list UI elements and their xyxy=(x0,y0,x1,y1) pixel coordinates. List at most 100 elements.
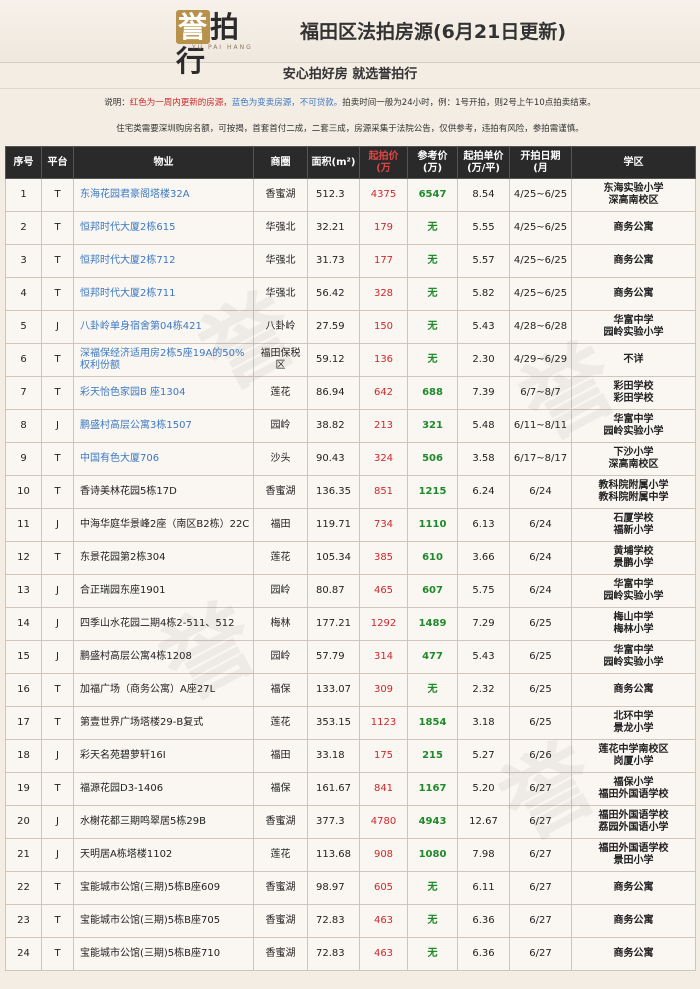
row-unit-price: 7.98 xyxy=(457,838,510,872)
row-platform: J xyxy=(41,310,74,344)
logo-subtext: YU PAI HANG xyxy=(192,44,253,51)
table-row: 24 T 宝能城市公馆(三期)5栋B座710 香蜜湖 72.83 463 无 6.36 6/27… xyxy=(5,937,696,971)
header-date: 开拍日期 (月 xyxy=(509,146,572,179)
row-date: 4/29~6/29 xyxy=(509,343,572,377)
row-start-price: 851 xyxy=(359,475,408,509)
row-district: 沙头 xyxy=(253,442,308,476)
row-area: 31.73 xyxy=(307,244,360,278)
school-name: 福田外国语学校 xyxy=(598,810,669,821)
header-unit-price: 起拍单价 (万/平) xyxy=(457,146,510,179)
table-row: 16 T 加福广场（商务公寓）A座27L 福保 133.07 309 无 2.32 6/25 商务… xyxy=(5,673,696,707)
row-start-price: 309 xyxy=(359,673,408,707)
row-date: 6/17~8/17 xyxy=(509,442,572,476)
row-unit-price: 6.13 xyxy=(457,508,510,542)
row-district: 香蜜湖 xyxy=(253,871,308,905)
row-unit-price: 5.57 xyxy=(457,244,510,278)
row-ref-price: 1080 xyxy=(407,838,458,872)
row-date: 6/25 xyxy=(509,640,572,674)
row-school: 北环中学 景龙小学 xyxy=(571,706,696,740)
row-ref-price: 1489 xyxy=(407,607,458,641)
school-name: 景田小学 xyxy=(613,855,654,866)
school-name: 福田外国语学校 xyxy=(598,843,669,854)
row-school: 商务公寓 xyxy=(571,211,696,245)
row-no: 11 xyxy=(5,508,42,542)
row-no: 5 xyxy=(5,310,42,344)
row-no: 22 xyxy=(5,871,42,905)
school-name: 彩田学校 xyxy=(613,393,654,404)
note-line-2: 住宅类需要深圳购房名额，可按揭，首套首付二成，二套三成，房源采集于法院公告，仅供… xyxy=(116,124,584,134)
school-name: 商务公寓 xyxy=(613,882,654,893)
row-platform: T xyxy=(41,706,74,740)
row-platform: J xyxy=(41,409,74,443)
row-no: 7 xyxy=(5,376,42,410)
row-date: 4/25~6/25 xyxy=(509,211,572,245)
row-ref-price: 1215 xyxy=(407,475,458,509)
school-name: 园岭实验小学 xyxy=(603,327,664,338)
row-property: 四季山水花园二期4栋2-511、512 xyxy=(73,607,254,641)
row-date: 6/24 xyxy=(509,541,572,575)
row-unit-price: 5.48 xyxy=(457,409,510,443)
school-name: 不详 xyxy=(623,354,644,365)
row-property: 宝能城市公馆(三期)5栋B座609 xyxy=(73,871,254,905)
row-start-price: 175 xyxy=(359,739,408,773)
listing-table: 序号 平台 物业 商圈 面积(m²) 起拍价 (万 参考价 (万) 起拍单价 (万/平… xyxy=(5,146,696,971)
school-name: 彩田学校 xyxy=(613,381,654,392)
row-unit-price: 12.67 xyxy=(457,805,510,839)
school-name: 深高南校区 xyxy=(608,195,659,206)
row-platform: T xyxy=(41,904,74,938)
table-row: 4 T 恒邦时代大厦2栋711 华强北 56.42 328 无 5.82 4/25~6/25 商务… xyxy=(5,277,696,311)
row-school: 教科院附属小学 教科院附属中学 xyxy=(571,475,696,509)
row-property: 恒邦时代大厦2栋711 xyxy=(73,277,254,311)
row-platform: J xyxy=(41,805,74,839)
row-ref-price: 6547 xyxy=(407,178,458,212)
row-platform: J xyxy=(41,640,74,674)
row-unit-price: 3.66 xyxy=(457,541,510,575)
row-district: 香蜜湖 xyxy=(253,805,308,839)
row-property: 福源花园D3-1406 xyxy=(73,772,254,806)
row-property: 中海华庭华景峰2座（南区B2栋）22C xyxy=(73,508,254,542)
row-school: 下沙小学 深高南校区 xyxy=(571,442,696,476)
row-date: 6/24 xyxy=(509,508,572,542)
row-ref-price: 无 xyxy=(407,310,458,344)
header-ref-price: 参考价 (万) xyxy=(407,146,458,179)
row-area: 105.34 xyxy=(307,541,360,575)
school-name: 福新小学 xyxy=(613,525,654,536)
table-body: 1 T 东海花园君豪阁塔楼32A 香蜜湖 512.3 4375 6547 8.54 4/25~6… xyxy=(5,178,696,971)
note-red: 红色为一周内更新的房源， xyxy=(129,98,232,108)
table-row: 7 T 彩天怡色家园B 座1304 莲花 86.94 642 688 7.39 6/7~8/7 彩… xyxy=(5,376,696,410)
school-name: 商务公寓 xyxy=(613,915,654,926)
school-name: 华富中学 xyxy=(613,579,654,590)
row-date: 6/27 xyxy=(509,904,572,938)
row-start-price: 385 xyxy=(359,541,408,575)
row-district: 华强北 xyxy=(253,244,308,278)
row-no: 3 xyxy=(5,244,42,278)
table-row: 13 J 合正瑞园东座1901 园岭 80.87 465 607 5.75 6/24 华富中学 园岭… xyxy=(5,574,696,608)
school-name: 华富中学 xyxy=(613,315,654,326)
row-district: 园岭 xyxy=(253,409,308,443)
row-property: 东海花园君豪阁塔楼32A xyxy=(73,178,254,212)
row-unit-price: 5.55 xyxy=(457,211,510,245)
row-district: 莲花 xyxy=(253,541,308,575)
row-no: 23 xyxy=(5,904,42,938)
row-property: 加福广场（商务公寓）A座27L xyxy=(73,673,254,707)
row-district: 梅林 xyxy=(253,607,308,641)
row-date: 6/24 xyxy=(509,475,572,509)
school-name: 商务公寓 xyxy=(613,288,654,299)
row-district: 香蜜湖 xyxy=(253,178,308,212)
table-row: 22 T 宝能城市公馆(三期)5栋B座609 香蜜湖 98.97 605 无 6.11 6/27… xyxy=(5,871,696,905)
school-name: 商务公寓 xyxy=(613,948,654,959)
row-platform: T xyxy=(41,673,74,707)
row-no: 8 xyxy=(5,409,42,443)
row-school: 商务公寓 xyxy=(571,904,696,938)
table-row: 3 T 恒邦时代大厦2栋712 华强北 31.73 177 无 5.57 4/25~6/25 商务… xyxy=(5,244,696,278)
note-blue: 蓝色为变卖房源，不可贷款。 xyxy=(231,98,343,108)
row-property: 八卦岭单身宿舍第04栋421 xyxy=(73,310,254,344)
header-no: 序号 xyxy=(5,146,42,179)
row-date: 4/25~6/25 xyxy=(509,244,572,278)
row-date: 6/7~8/7 xyxy=(509,376,572,410)
row-ref-price: 688 xyxy=(407,376,458,410)
row-area: 27.59 xyxy=(307,310,360,344)
row-school: 不详 xyxy=(571,343,696,377)
row-no: 6 xyxy=(5,343,42,377)
row-start-price: 463 xyxy=(359,937,408,971)
